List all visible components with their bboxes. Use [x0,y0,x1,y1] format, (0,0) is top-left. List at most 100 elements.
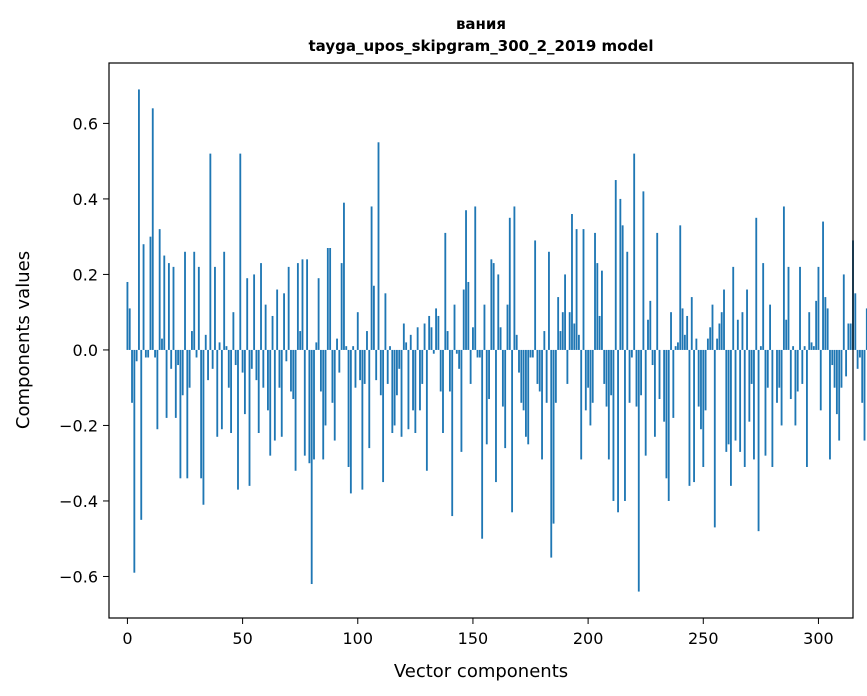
bar [656,232,659,350]
bar [538,349,541,392]
bar [838,349,841,441]
bar [548,251,550,350]
bar [598,315,601,350]
bar [209,153,212,350]
bar [421,349,424,384]
bar [260,263,262,350]
bar [248,349,251,486]
bar [303,349,306,456]
bar [437,315,440,350]
bar [626,251,629,350]
bar [294,349,297,471]
bar [718,323,721,350]
bar [451,349,454,517]
bar [345,346,348,350]
bar [508,217,511,350]
bar [186,349,189,479]
bar [529,349,532,358]
bar [469,349,472,384]
x-tick-label: 250 [688,629,719,648]
bar [663,349,666,422]
bar [458,349,461,369]
bar [306,259,309,350]
bar [310,349,313,585]
bar [787,266,790,350]
bar [681,308,684,350]
bar [377,142,380,350]
bar [455,349,458,354]
bar [250,349,253,369]
bar [840,349,843,388]
bar [531,349,534,358]
bar [755,217,758,350]
bar [725,349,728,452]
bar [230,349,232,433]
bar [174,349,177,418]
bar [396,349,398,396]
bar [858,349,861,358]
bar [748,349,751,422]
bar [322,349,325,460]
bar [815,300,818,350]
bar [207,349,209,381]
bar [541,349,543,460]
bar [356,312,359,350]
bar [269,349,272,456]
bar [545,349,548,403]
bar [543,331,546,350]
bar [686,315,689,350]
bar [633,153,636,350]
bar [481,349,484,539]
bar [589,349,592,426]
bar [167,263,170,350]
bar [161,338,163,350]
bar [766,349,769,388]
bar [347,349,350,467]
bar [587,349,590,388]
bar [439,349,442,392]
bar [181,349,184,396]
bar [824,297,827,350]
bar [336,338,338,350]
bar [382,349,385,483]
bar [564,274,566,350]
bar [428,315,431,350]
bar [497,274,500,350]
bar [670,312,672,350]
bar [204,334,207,350]
bar [732,266,735,350]
bar [780,349,783,426]
bar [184,251,186,350]
y-tick-label: −0.2 [59,416,98,435]
bar [223,251,226,350]
x-tick-label: 300 [803,629,834,648]
bar [561,312,564,350]
x-tick-label: 50 [232,629,252,648]
bar [386,349,389,384]
bar [460,349,463,452]
bar [746,289,748,350]
bar [200,349,203,479]
bar [331,349,334,403]
bar [267,349,269,411]
bar [831,349,834,366]
bar [234,349,237,366]
bar [713,349,716,528]
bar [690,297,693,350]
bar [518,349,520,373]
bar [352,346,355,350]
bar [665,349,668,479]
bar [423,323,426,350]
bar [237,349,239,490]
bar [326,248,329,350]
bar [799,266,801,350]
bar [492,263,495,350]
bar [559,331,562,350]
bar [472,327,474,350]
bar [133,349,136,573]
bar [197,266,200,350]
bar [810,342,813,350]
bar [296,263,299,350]
bar [554,349,557,403]
bar [444,232,447,350]
